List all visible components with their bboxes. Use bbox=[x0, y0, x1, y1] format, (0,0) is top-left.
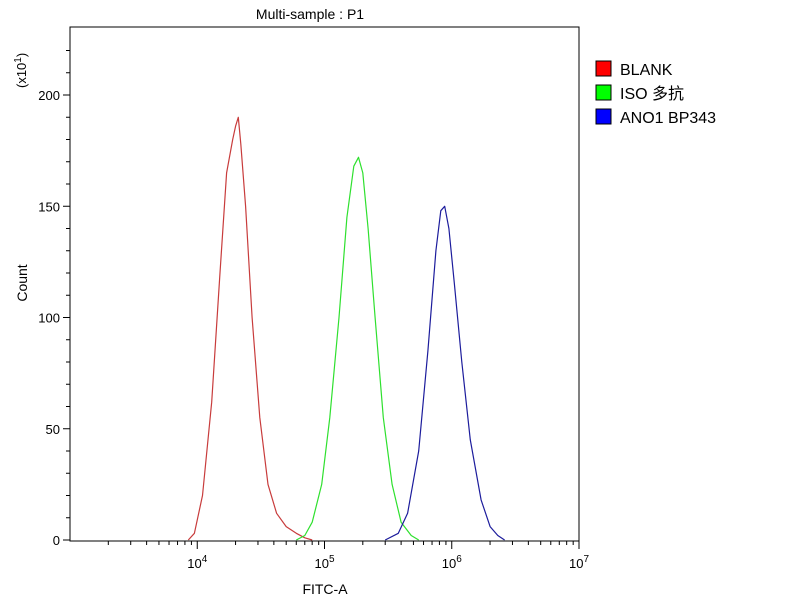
x-axis-label: FITC-A bbox=[302, 581, 348, 597]
y-tick-label: 200 bbox=[38, 88, 60, 103]
y-axis: 0 50 100 150 200 bbox=[38, 50, 70, 548]
series-line-1 bbox=[187, 116, 313, 541]
y-tick-label: 50 bbox=[46, 422, 60, 437]
legend-swatch bbox=[595, 60, 612, 77]
y-tick-label: 100 bbox=[38, 311, 60, 326]
x-tick-label: 104 bbox=[187, 554, 207, 571]
x-tick-label: 105 bbox=[314, 554, 334, 571]
y-tick-label: 150 bbox=[38, 199, 60, 214]
series-line-2 bbox=[296, 156, 420, 541]
legend-label: BLANK bbox=[620, 62, 673, 79]
x-axis: 104 105 106 107 bbox=[107, 541, 589, 571]
legend-swatch bbox=[595, 108, 612, 125]
y-tick-label: 0 bbox=[53, 533, 60, 548]
legend-label: ISO 多抗 bbox=[620, 85, 684, 103]
y-multiplier-label: (x101) bbox=[13, 53, 29, 88]
y-axis-label: Count bbox=[14, 264, 30, 301]
x-tick-label: 107 bbox=[569, 554, 589, 571]
series-layer bbox=[187, 116, 505, 541]
series-line-3 bbox=[384, 205, 505, 541]
legend-swatch bbox=[595, 84, 612, 101]
x-tick-label: 106 bbox=[442, 554, 462, 571]
legend: BLANK ISO 多抗 ANO1 BP343 bbox=[595, 60, 716, 127]
chart-title: Multi-sample : P1 bbox=[256, 6, 364, 22]
legend-label: ANO1 BP343 bbox=[620, 110, 716, 127]
